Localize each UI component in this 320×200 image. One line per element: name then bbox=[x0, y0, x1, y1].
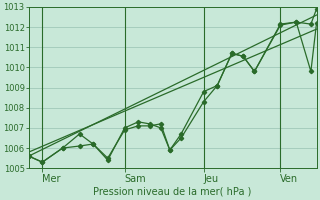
X-axis label: Pression niveau de la mer( hPa ): Pression niveau de la mer( hPa ) bbox=[93, 187, 252, 197]
